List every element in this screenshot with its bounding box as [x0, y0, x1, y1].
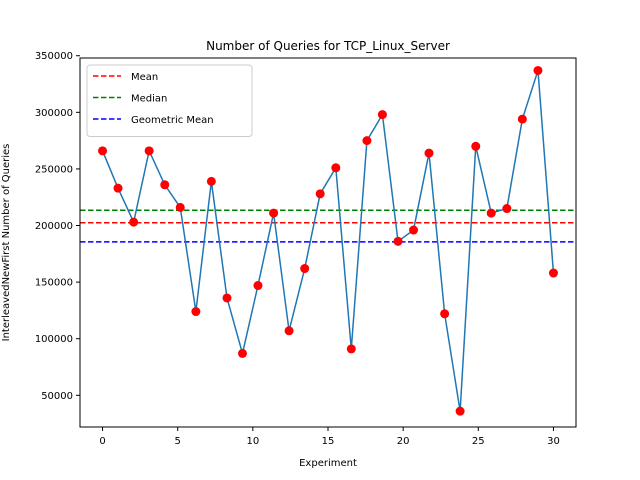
data-point: [191, 307, 201, 317]
data-point: [129, 217, 139, 227]
x-tick-label: 0: [99, 436, 105, 447]
x-tick-label: 15: [322, 436, 335, 447]
data-point: [253, 281, 263, 291]
legend-entry: Geometric Mean: [131, 115, 214, 126]
data-point: [237, 348, 247, 358]
data-point: [160, 180, 170, 190]
y-axis: 50000 100000 150000 200000 250000 300000 35000…: [35, 51, 80, 402]
chart-title: Number of Queries for TCP_Linux_Server: [206, 39, 450, 53]
data-point: [486, 208, 496, 218]
data-point: [533, 65, 543, 75]
data-point: [331, 163, 341, 173]
legend-entry: Median: [131, 94, 167, 105]
series-line-group: [101, 70, 555, 412]
legend-entry: Mean: [131, 72, 158, 83]
series-line: [101, 70, 555, 412]
x-tick-label: 25: [472, 436, 485, 447]
x-tick-label: 10: [246, 436, 259, 447]
y-tick-label: 50000: [41, 391, 73, 402]
data-point: [98, 146, 108, 156]
y-tick-label: 350000: [35, 51, 73, 62]
y-axis-label: InterleavedNewFirst Number of Queries: [1, 144, 12, 342]
legend-box: [86, 64, 253, 137]
data-point: [346, 344, 356, 354]
x-tick-label: 30: [547, 436, 560, 447]
data-point: [113, 183, 123, 193]
y-tick-label: 100000: [35, 334, 73, 345]
data-point: [455, 406, 465, 416]
data-point: [548, 268, 558, 278]
data-point: [409, 225, 419, 235]
data-point: [175, 202, 185, 212]
data-point: [502, 204, 512, 214]
x-tick-label: 5: [175, 436, 181, 447]
data-point: [440, 309, 450, 319]
data-point: [377, 110, 387, 120]
data-point: [362, 136, 372, 146]
data-point: [471, 141, 481, 151]
data-point: [393, 236, 403, 246]
y-tick-label: 200000: [35, 221, 73, 232]
y-tick-label: 300000: [35, 108, 73, 119]
data-point: [206, 176, 216, 186]
x-axis: 0 5 10 15 20 25 30: [99, 427, 560, 447]
data-point: [300, 264, 310, 274]
x-axis-label: Experiment: [299, 458, 357, 469]
data-point: [517, 114, 527, 124]
data-point: [222, 293, 232, 303]
data-point: [424, 148, 434, 158]
y-tick-label: 150000: [35, 278, 73, 289]
data-point: [269, 208, 279, 218]
marker-group: [98, 65, 558, 416]
y-tick-label: 250000: [35, 164, 73, 175]
data-point: [144, 146, 154, 156]
x-tick-label: 20: [397, 436, 410, 447]
data-point: [315, 189, 325, 199]
legend: Mean Median Geometric Mean: [86, 64, 253, 137]
data-point: [284, 326, 294, 336]
